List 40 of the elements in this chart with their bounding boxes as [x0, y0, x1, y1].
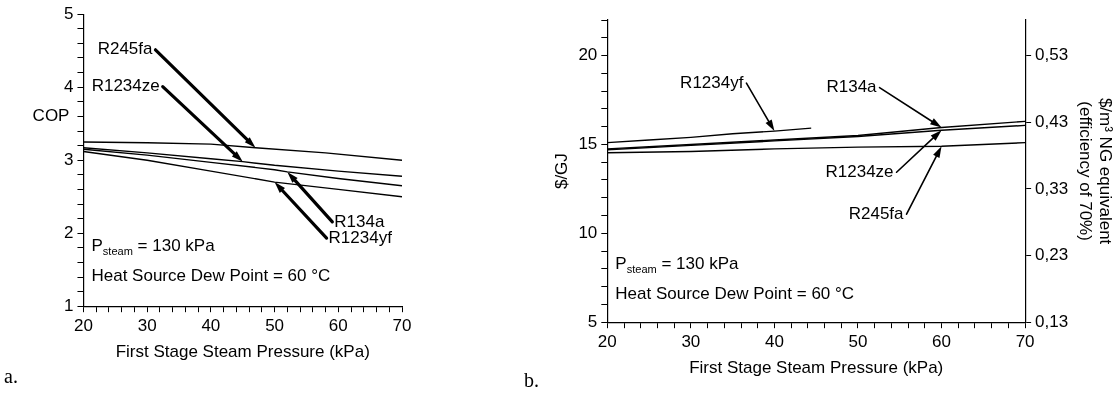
y-tick-label: 1 — [63, 295, 74, 315]
x-tick-label: 20 — [597, 332, 617, 352]
text: R245fa — [97, 39, 154, 59]
text: b. — [524, 369, 539, 392]
y2-tick-label: 0,13 — [1035, 311, 1069, 331]
x-tick-label: 60 — [932, 332, 952, 352]
text: R1234yf — [680, 72, 744, 92]
y-tick-label: 5 — [587, 311, 598, 331]
x-tick-label: 60 — [328, 316, 348, 336]
x-tick-label: 40 — [201, 316, 221, 336]
y-tick-label: 15 — [578, 134, 598, 154]
y2-axis-title: $/m³ NG equivalent (efficiency of 70%) — [1075, 97, 1116, 245]
y-axis-title: $/GJ — [551, 153, 571, 190]
text: R1234ze — [91, 76, 160, 96]
text: R134a — [826, 77, 878, 97]
x-tick-label: 30 — [137, 316, 157, 336]
text: a. — [4, 365, 18, 388]
x-tick-label: 70 — [1015, 332, 1035, 352]
annotation: Heat Source Dew Point = 60 °C — [91, 265, 331, 285]
y2-tick-label: 0,33 — [1035, 178, 1069, 198]
y-tick-label: 4 — [63, 76, 74, 96]
y-tick-label: 10 — [578, 223, 598, 243]
y2-tick-label: 0,53 — [1035, 45, 1069, 65]
series-label: R1234ze — [825, 161, 894, 181]
x-tick-label: 30 — [681, 332, 701, 352]
y-tick-label: 20 — [578, 45, 598, 65]
annotation: Heat Source Dew Point = 60 °C — [615, 283, 855, 303]
y2-tick-label: 0,43 — [1035, 111, 1069, 131]
y-tick-label: 2 — [63, 222, 74, 242]
y-axis-title: COP — [32, 106, 70, 126]
x-tick-label: 50 — [265, 316, 285, 336]
text: R245fa — [848, 203, 905, 223]
x-tick-label: 50 — [848, 332, 868, 352]
x-tick-label: 40 — [764, 332, 784, 352]
y2-tick-label: 0,23 — [1035, 245, 1069, 265]
y-tick-label: 3 — [63, 149, 74, 169]
x-tick-label: 70 — [392, 316, 412, 336]
x-axis-title: First Stage Steam Pressure (kPa) — [689, 358, 944, 378]
x-axis-title: First Stage Steam Pressure (kPa) — [115, 342, 370, 362]
y-tick-label: 5 — [63, 3, 74, 23]
